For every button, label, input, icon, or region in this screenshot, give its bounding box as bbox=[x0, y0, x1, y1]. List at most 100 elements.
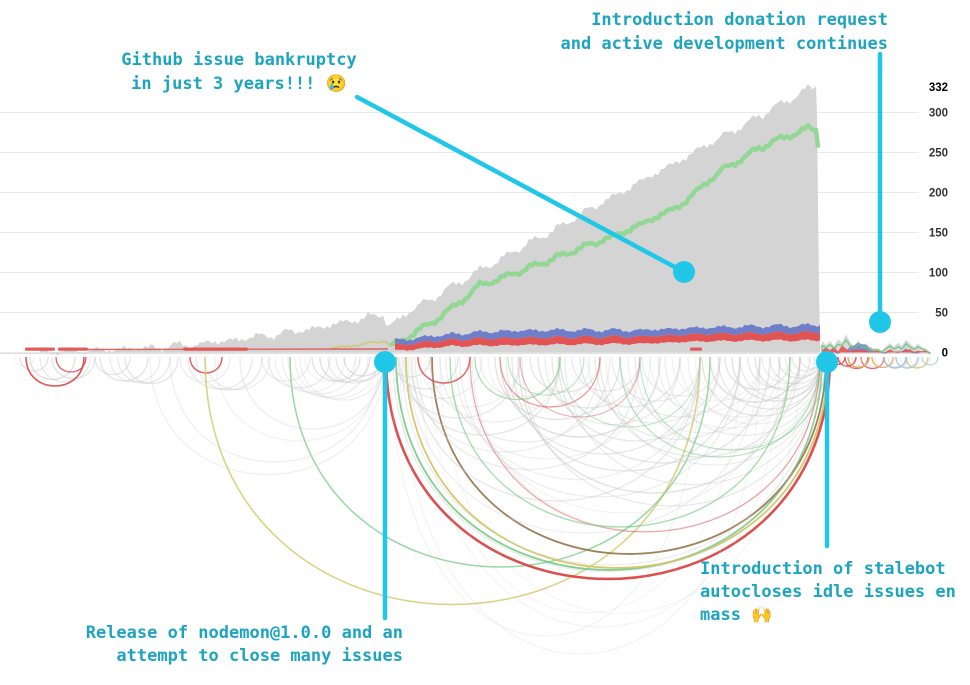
issue-arc bbox=[724, 356, 791, 390]
issue-arc bbox=[921, 356, 939, 366]
issue-arc bbox=[619, 356, 821, 458]
issue-arc bbox=[389, 356, 701, 637]
arc-diagram bbox=[14, 356, 939, 655]
issue-arc bbox=[401, 356, 819, 566]
annotation-connector-bankruptcy bbox=[354, 94, 687, 275]
issue-arc bbox=[487, 356, 591, 409]
annotation-stalebot-line3: mass 🙌 bbox=[700, 605, 773, 625]
annotation-connectors bbox=[354, 51, 891, 621]
annotation-donation-line1: Introduction donation request bbox=[591, 10, 888, 30]
issue-arc bbox=[267, 356, 331, 389]
issue-arc bbox=[634, 356, 821, 450]
olive-accent-line bbox=[329, 340, 391, 351]
issue-arc bbox=[627, 356, 781, 434]
annotation-dot-stalebot bbox=[816, 351, 838, 373]
issue-arc bbox=[405, 356, 829, 569]
issue-arc bbox=[587, 356, 721, 424]
annotation-nodemon-line2: attempt to close many issues bbox=[116, 646, 403, 666]
issue-arc bbox=[499, 356, 661, 438]
issue-arc bbox=[117, 356, 171, 384]
issue-arc bbox=[439, 356, 611, 443]
issue-arc bbox=[679, 356, 801, 418]
issue-arc bbox=[905, 356, 929, 369]
issue-arc bbox=[204, 356, 701, 606]
y-axis-label-0: 0 bbox=[942, 348, 948, 360]
annotation-donation-line2: and active development continues bbox=[560, 34, 888, 54]
y-axis-label-300: 300 bbox=[929, 108, 948, 120]
red-dash-segment bbox=[58, 347, 88, 351]
issue-arc bbox=[494, 356, 621, 421]
issue-arc bbox=[169, 356, 381, 463]
issue-arc bbox=[671, 356, 761, 402]
annotation-bankruptcy-line1: Github issue bankruptcy bbox=[121, 50, 357, 70]
issue-arc bbox=[839, 356, 863, 369]
issue-arc bbox=[649, 356, 761, 413]
annotation-bankruptcy: Github issue bankruptcy in just 3 years!… bbox=[117, 48, 361, 96]
issue-arc bbox=[124, 356, 179, 385]
issue-arc bbox=[529, 356, 601, 393]
red-dash-segment bbox=[25, 347, 55, 351]
issue-arc bbox=[899, 356, 921, 368]
issue-arc bbox=[399, 356, 761, 655]
issue-arc bbox=[641, 356, 721, 397]
issue-arc bbox=[469, 356, 821, 533]
issue-arc bbox=[701, 356, 821, 417]
issue-arc bbox=[739, 356, 824, 399]
issue-arc bbox=[417, 356, 471, 384]
issue-arc bbox=[274, 356, 346, 393]
spike-green-line bbox=[821, 338, 931, 355]
issue-arc bbox=[407, 356, 761, 534]
open-issues-area-path bbox=[40, 84, 820, 356]
issue-arc bbox=[551, 356, 721, 442]
issue-arc bbox=[187, 356, 253, 390]
issue-arc bbox=[864, 356, 886, 368]
issue-arc bbox=[544, 356, 681, 425]
issue-arc bbox=[289, 356, 711, 568]
issue-arc bbox=[459, 356, 741, 498]
issue-arc bbox=[261, 356, 311, 382]
issue-arc bbox=[384, 356, 832, 581]
y-axis-label-150: 150 bbox=[929, 228, 948, 240]
issue-arc bbox=[537, 356, 641, 409]
issue-arc bbox=[474, 356, 561, 400]
issue-arc bbox=[109, 356, 161, 383]
issue-arc bbox=[709, 356, 801, 403]
red-band bbox=[395, 330, 820, 351]
activity-spikes bbox=[821, 334, 931, 355]
issue-arc bbox=[847, 356, 870, 369]
issue-arc bbox=[239, 356, 385, 430]
issue-arc bbox=[449, 356, 791, 528]
issue-arc bbox=[51, 356, 96, 379]
issue-arc bbox=[55, 356, 87, 373]
issue-arc bbox=[419, 356, 521, 408]
issue-arc bbox=[611, 356, 701, 402]
y-axis-label-100: 100 bbox=[929, 268, 948, 280]
blue-band bbox=[395, 323, 820, 346]
closed-issues-line bbox=[389, 123, 821, 347]
issue-arc bbox=[887, 356, 909, 368]
issue-arc bbox=[149, 356, 386, 476]
red-dash-segment bbox=[183, 347, 248, 351]
issue-arc bbox=[874, 356, 896, 368]
issue-arc bbox=[429, 356, 561, 423]
issue-arc bbox=[439, 356, 801, 614]
issue-arc bbox=[204, 356, 271, 390]
issue-arc bbox=[791, 356, 821, 372]
issue-arc bbox=[429, 356, 741, 614]
issue-arc bbox=[559, 356, 701, 428]
spike-red bbox=[822, 345, 930, 354]
open-issues-area bbox=[40, 84, 820, 356]
issue-arc bbox=[571, 356, 641, 392]
y-axis-label-250: 250 bbox=[929, 148, 948, 160]
issue-arc bbox=[99, 356, 149, 382]
issue-arc bbox=[511, 356, 741, 472]
issue-arc bbox=[837, 356, 857, 367]
annotation-dot-bankruptcy bbox=[673, 261, 695, 283]
issue-arc bbox=[851, 356, 871, 367]
issue-arc bbox=[599, 356, 801, 458]
issue-arc bbox=[871, 356, 894, 369]
label-bands bbox=[395, 323, 820, 351]
issue-arc bbox=[304, 356, 356, 383]
